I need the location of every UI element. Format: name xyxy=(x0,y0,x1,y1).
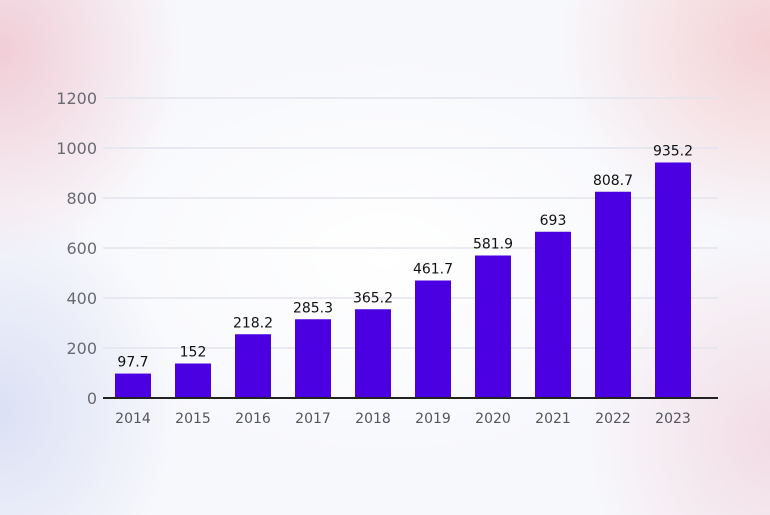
y-tick-label: 200 xyxy=(66,339,97,358)
bar xyxy=(415,280,451,398)
data-label: 693 xyxy=(540,213,567,229)
bar xyxy=(655,162,691,398)
data-label: 365.2 xyxy=(353,290,393,306)
bar xyxy=(355,309,391,398)
x-tick-label: 2015 xyxy=(175,411,211,427)
bar xyxy=(475,255,511,398)
x-tick-label: 2016 xyxy=(235,411,271,427)
data-label: 935.2 xyxy=(653,144,693,160)
bar xyxy=(175,363,211,398)
data-label: 461.7 xyxy=(413,262,453,278)
data-label: 808.7 xyxy=(593,173,633,189)
data-label: 218.2 xyxy=(233,315,273,331)
bar xyxy=(595,191,631,398)
x-tick-label: 2021 xyxy=(535,411,571,427)
y-tick-label: 0 xyxy=(87,389,97,408)
bar xyxy=(235,334,271,398)
y-tick-label: 800 xyxy=(66,189,97,208)
y-tick-label: 600 xyxy=(66,239,97,258)
y-tick-label: 400 xyxy=(66,289,97,308)
y-tick-label: 1200 xyxy=(56,89,97,108)
data-label: 152 xyxy=(180,345,207,361)
bar xyxy=(295,319,331,398)
data-label: 581.9 xyxy=(473,237,513,253)
data-label: 97.7 xyxy=(117,355,148,371)
x-tick-label: 2019 xyxy=(415,411,451,427)
x-tick-label: 2014 xyxy=(115,411,151,427)
x-tick-label: 2018 xyxy=(355,411,391,427)
bar xyxy=(535,231,571,398)
x-tick-label: 2022 xyxy=(595,411,631,427)
bar xyxy=(115,373,151,398)
y-tick-label: 1000 xyxy=(56,139,97,158)
x-tick-label: 2023 xyxy=(655,411,691,427)
x-tick-label: 2017 xyxy=(295,411,331,427)
x-tick-label: 2020 xyxy=(475,411,511,427)
data-label: 285.3 xyxy=(293,300,333,316)
